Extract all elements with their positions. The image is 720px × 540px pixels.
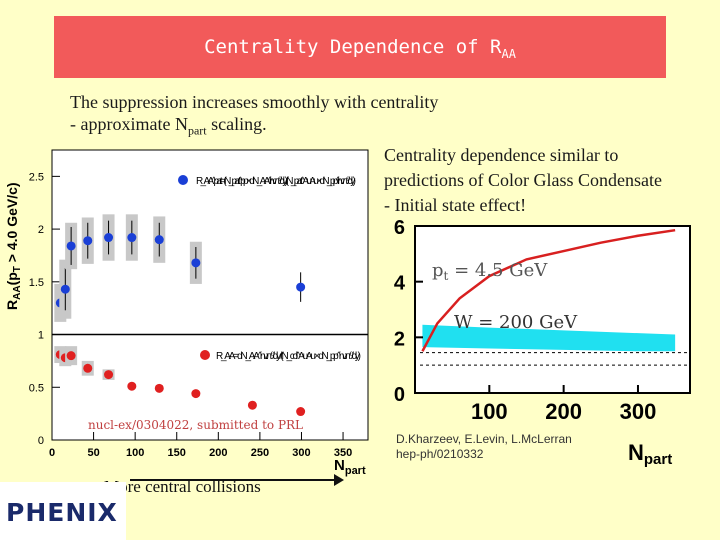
slide-title-sub: AA: [501, 46, 516, 61]
phenix-logo: PHENIX: [0, 482, 126, 540]
x-tick-label: 350: [334, 447, 352, 459]
summary-line-1: The suppression increases smoothly with …: [70, 92, 439, 112]
y-tick-label: 2: [38, 224, 44, 236]
y-tick-label: 0: [38, 435, 44, 447]
cgc-x-tick-label: 100: [471, 399, 508, 424]
raa-point: [66, 351, 76, 361]
legend-raa-part-marker: [178, 175, 188, 185]
x-tick-label: 300: [292, 447, 310, 459]
x-tick-label: 200: [209, 447, 227, 459]
cgc-y-tick-label: 6: [394, 218, 405, 239]
summary-line-2-post: scaling.: [206, 114, 267, 134]
x-tick-label: 50: [87, 447, 99, 459]
centrality-arrow: [130, 474, 344, 486]
legend-raa-part-formula: R_AA^part = (N_part^pp × dN_AA^inv.π⁰/dy…: [196, 176, 356, 187]
slide-title-text: Centrality Dependence of R: [204, 36, 502, 58]
raa-part-point: [296, 282, 306, 292]
raa-part-point: [191, 258, 201, 268]
legend-raa-formula: R_AA = dN_AA^inv.π⁰/dy / (N_coll^AuAu × …: [216, 351, 361, 362]
raa-part-point: [154, 235, 164, 245]
summary-line-2-sub: part: [187, 123, 207, 138]
plot-frame: [51, 149, 369, 441]
slide-title: Centrality Dependence of RAA: [54, 36, 666, 61]
raa-part-point: [60, 284, 70, 294]
raa-part-point: [104, 233, 114, 243]
raa-point: [83, 363, 93, 373]
cgc-line-2: predictions of Color Glass Condensate: [384, 170, 662, 190]
arrow-head-icon: [334, 474, 344, 486]
raa-part-point: [66, 241, 76, 251]
y-tick-label: 1.5: [29, 277, 44, 289]
x-tick-label: 150: [168, 447, 186, 459]
cgc-y-tick-label: 4: [394, 273, 406, 295]
paper-annotation: nucl-ex/0304022, submitted to PRL: [88, 418, 303, 432]
y-tick-label: 1: [38, 330, 44, 342]
citation-ref: hep-ph/0210332: [396, 447, 484, 461]
cgc-plot-area: 0 2 4 6 100 200 300 pt = 4.5 GeV W = 200 GeV Npar…: [394, 218, 691, 468]
cgc-line-1: Centrality dependence similar to: [384, 145, 619, 165]
x-tick-label: 250: [251, 447, 269, 459]
legend-raa-marker: [200, 350, 210, 360]
x-tick-label: 0: [49, 447, 55, 459]
cgc-y-tick-label: 2: [394, 328, 405, 350]
cgc-x-tick-label: 300: [620, 399, 657, 424]
cgc-band: [422, 324, 676, 352]
title-banner: Centrality Dependence of RAA: [54, 16, 666, 78]
cgc-pt-label: pt = 4.5 GeV: [432, 260, 548, 283]
x-axis-label: Npart: [334, 457, 366, 477]
cgc-x-axis-label: Npart: [628, 440, 672, 468]
y-tick-label: 2.5: [29, 171, 44, 183]
citation-authors: D.Kharzeev, E.Levin, L.McLerran: [396, 432, 572, 446]
raa-point: [104, 370, 114, 380]
cgc-prediction-chart: 0 2 4 6 100 200 300 pt = 4.5 GeV W = 200 GeV Npar…: [394, 218, 691, 468]
raa-point: [154, 383, 164, 393]
cgc-citation: D.Kharzeev, E.Levin, L.McLerran hep-ph/0…: [396, 432, 572, 462]
summary-line-2: - approximate Npart scaling.: [70, 114, 267, 139]
y-tick-label: 0.5: [29, 382, 44, 394]
raa-point: [191, 389, 201, 399]
more-central-label: More central collisions: [104, 477, 261, 496]
raa-point: [296, 407, 306, 417]
raa-point: [127, 381, 137, 391]
cgc-curve: [421, 228, 676, 352]
cgc-line-3: - Initial state effect!: [384, 195, 527, 215]
cgc-plot-frame: [414, 225, 691, 394]
raa-part-point: [83, 236, 93, 246]
cgc-x-tick-label: 200: [545, 399, 582, 424]
y-axis-label: RAA(pT > 4.0 GeV/c): [4, 182, 23, 310]
cgc-y-tick-label: 0: [394, 384, 405, 406]
cgc-w-label: W = 200 GeV: [454, 312, 578, 333]
phenix-logo-text: PHENIX: [6, 498, 118, 527]
summary-line-2-pre: - approximate N: [70, 114, 188, 134]
raa-part-point: [127, 233, 137, 243]
x-tick-label: 100: [126, 447, 144, 459]
raa-point: [247, 400, 257, 410]
